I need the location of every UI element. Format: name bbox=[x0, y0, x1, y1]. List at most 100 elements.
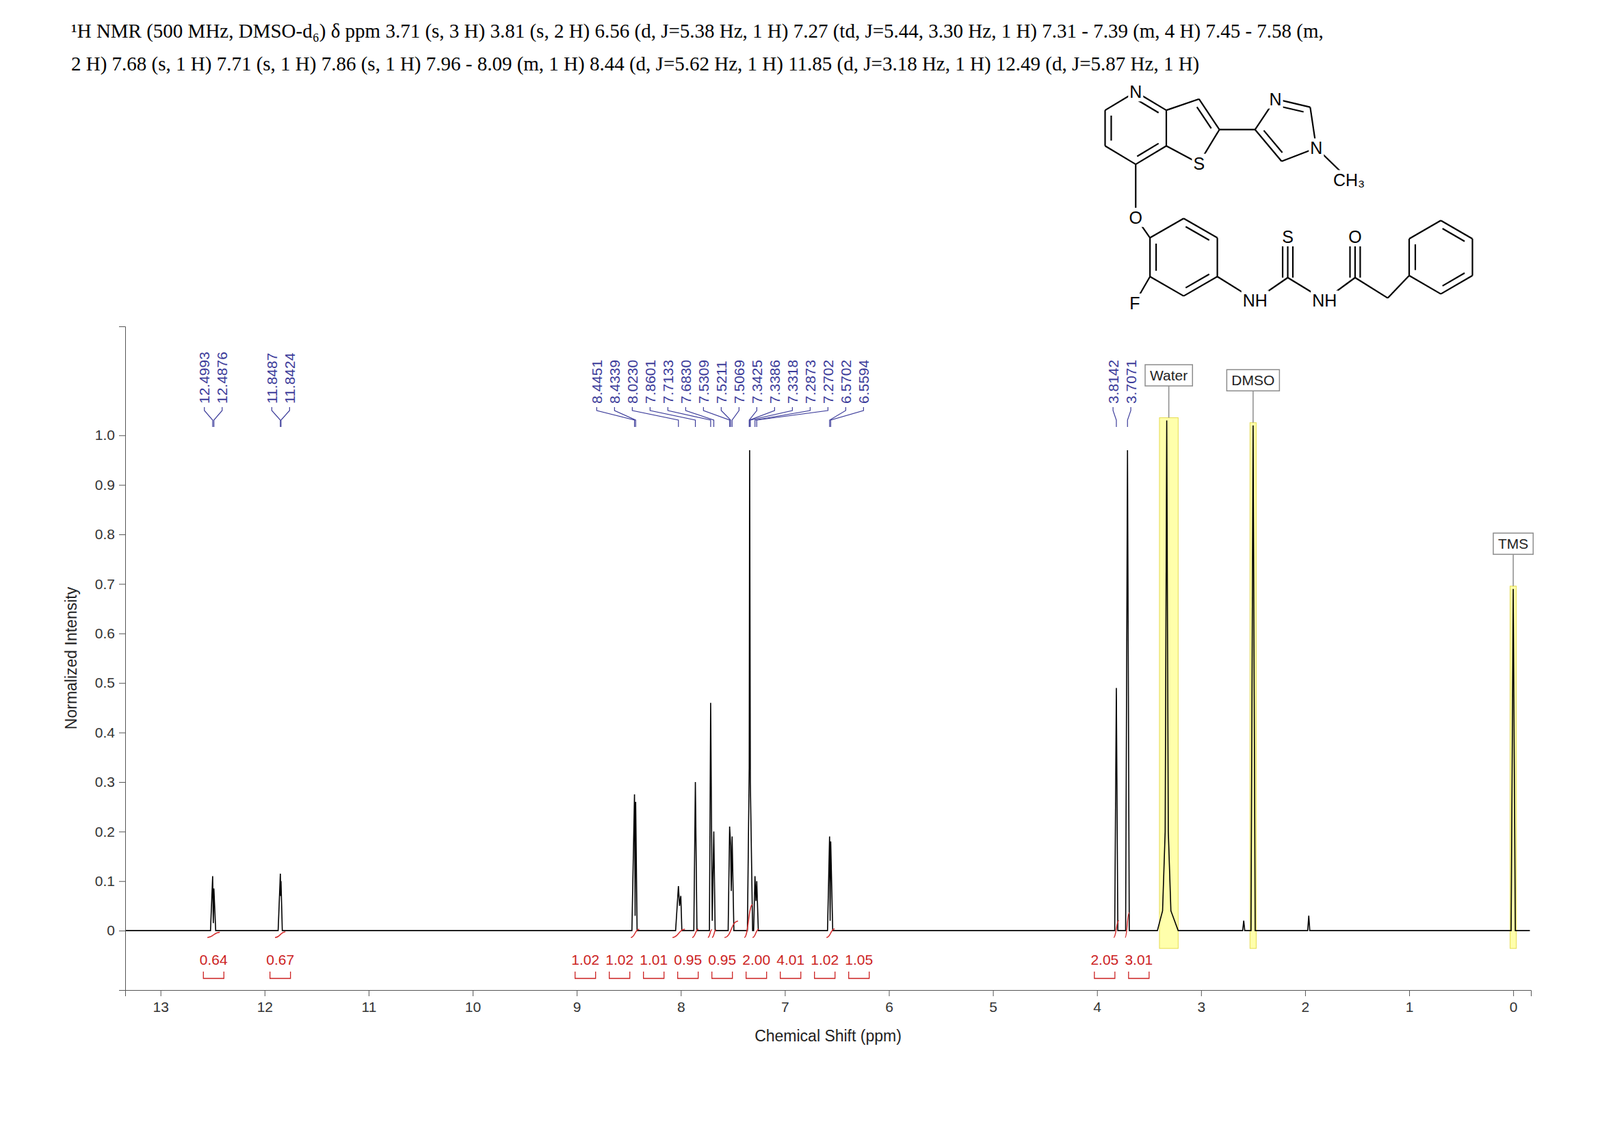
x-tick: 6 bbox=[885, 989, 894, 1015]
x-tick: 13 bbox=[153, 989, 169, 1015]
peak-label: 7.5069 bbox=[731, 359, 747, 404]
x-tick-mark bbox=[1097, 989, 1098, 996]
atom-label: N bbox=[1269, 89, 1282, 109]
integral-trace bbox=[752, 928, 759, 938]
x-tick: 5 bbox=[989, 989, 998, 1015]
x-tick-mark bbox=[368, 989, 370, 996]
x-tick-mark bbox=[264, 989, 266, 996]
atom-label: S bbox=[1281, 227, 1294, 247]
integral-trace bbox=[274, 931, 286, 938]
y-tick: 0.3 bbox=[95, 773, 126, 790]
atom-mask bbox=[1128, 293, 1142, 313]
x-tick-label: 4 bbox=[1093, 998, 1102, 1015]
bond bbox=[1197, 106, 1212, 128]
peak-label: 8.4451 bbox=[588, 359, 605, 404]
atom: NH bbox=[1310, 290, 1339, 310]
spectrum-line bbox=[125, 420, 1530, 931]
background bbox=[0, 0, 1600, 1131]
atom-mask bbox=[1346, 227, 1363, 247]
y-tick: 0.2 bbox=[95, 823, 126, 840]
x-tick-label: 1 bbox=[1405, 998, 1414, 1015]
bond bbox=[1387, 275, 1410, 299]
integral-bracket bbox=[270, 971, 291, 979]
x-tick-mark bbox=[993, 989, 994, 996]
x-tick-label: 0 bbox=[1509, 998, 1518, 1015]
y-tick-mark bbox=[119, 534, 126, 535]
bond bbox=[1149, 276, 1184, 296]
integral-bracket bbox=[780, 971, 802, 979]
peak-label-connector bbox=[829, 407, 847, 427]
y-tick-label: 0.8 bbox=[95, 526, 115, 542]
bond bbox=[1166, 99, 1200, 111]
atom-mask bbox=[1128, 207, 1144, 228]
integral-label: 1.01 bbox=[639, 951, 668, 968]
plot-marks bbox=[125, 420, 1530, 938]
integral-bracket bbox=[643, 971, 665, 979]
integral-bracket bbox=[677, 971, 699, 979]
region-label: TMS bbox=[1493, 532, 1533, 587]
region-label-text: DMSO bbox=[1231, 372, 1275, 388]
atom: CH₃ bbox=[1331, 170, 1367, 190]
x-tick-mark bbox=[680, 989, 682, 996]
y-tick-mark bbox=[119, 781, 126, 783]
x-tick: 2 bbox=[1301, 989, 1310, 1015]
y-tick-label: 0.1 bbox=[95, 872, 115, 889]
peak-label: 12.4993 bbox=[196, 351, 213, 404]
header-line: 2 H) 7.68 (s, 1 H) 7.71 (s, 1 H) 7.86 (s… bbox=[71, 52, 1200, 76]
peak-label-connector bbox=[756, 407, 828, 427]
integral-bracket bbox=[1094, 971, 1116, 979]
peak-label-connector bbox=[703, 407, 730, 427]
peak-label: 8.4339 bbox=[606, 359, 623, 404]
atom-label: O bbox=[1129, 207, 1143, 228]
x-tick: 4 bbox=[1093, 989, 1102, 1015]
integral-trace bbox=[707, 929, 713, 938]
peak-label: 7.5309 bbox=[695, 359, 712, 404]
integral-labels: 0.640.671.021.021.010.950.952.004.011.02… bbox=[199, 951, 1153, 979]
y-tick-label: 0.6 bbox=[95, 625, 115, 641]
peak-label-connector bbox=[1112, 407, 1117, 427]
region-label-leader bbox=[1168, 385, 1170, 418]
atom: NH bbox=[1241, 290, 1269, 310]
y-tick-mark bbox=[119, 682, 126, 684]
x-tick-mark bbox=[1409, 989, 1410, 996]
atom-label: N bbox=[1129, 82, 1142, 102]
x-tick: 3 bbox=[1197, 989, 1206, 1015]
x-tick: 0 bbox=[1509, 989, 1518, 1015]
y-tick: 0.5 bbox=[95, 674, 126, 691]
y-tick-label: 0.5 bbox=[95, 674, 115, 691]
bond bbox=[1408, 238, 1410, 276]
peak-labels: 12.499312.487611.848711.84248.44518.4339… bbox=[196, 351, 1139, 427]
structure: NSNNCH₃OFNHNHSO bbox=[1105, 82, 1473, 313]
y-tick: 0.8 bbox=[95, 526, 126, 542]
bond bbox=[1355, 277, 1388, 299]
y-axis-line bbox=[119, 326, 126, 991]
x-tick-mark bbox=[1305, 989, 1306, 996]
y-tick-label: 0.2 bbox=[95, 823, 115, 840]
x-tick-label: 8 bbox=[677, 998, 686, 1015]
x-tick-label: 6 bbox=[885, 998, 894, 1015]
y-tick-mark bbox=[119, 930, 126, 931]
x-tick-label: 10 bbox=[465, 998, 481, 1015]
x-tick-label: 2 bbox=[1301, 998, 1310, 1015]
bond bbox=[1136, 143, 1159, 157]
y-tick: 0.6 bbox=[95, 625, 126, 641]
atom: S bbox=[1280, 227, 1295, 247]
integral-bracket bbox=[203, 971, 224, 979]
atom: S bbox=[1191, 153, 1206, 174]
y-tick-mark bbox=[119, 435, 126, 436]
x-tick: 11 bbox=[361, 989, 377, 1015]
x-tick-label: 7 bbox=[781, 998, 790, 1015]
integral-bracket bbox=[609, 971, 631, 979]
atom-mask bbox=[1128, 82, 1144, 102]
y-tick-mark bbox=[119, 583, 126, 585]
peak-label: 3.7071 bbox=[1123, 359, 1139, 404]
atom-mask bbox=[1268, 89, 1284, 109]
integral-trace bbox=[826, 928, 835, 938]
integral-trace bbox=[630, 928, 639, 938]
peak-label: 6.5702 bbox=[837, 359, 854, 404]
bond bbox=[1442, 272, 1465, 286]
peak-label: 7.8601 bbox=[642, 359, 659, 404]
peak-label: 12.4876 bbox=[214, 351, 230, 404]
integral-trace bbox=[207, 931, 220, 938]
atom-label: NH bbox=[1242, 290, 1268, 310]
